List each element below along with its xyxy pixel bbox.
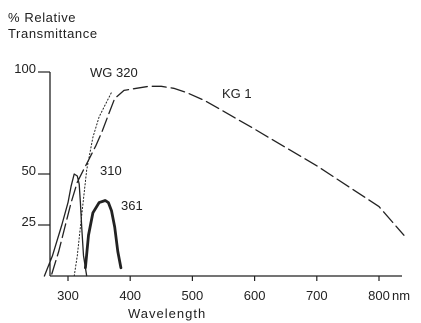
series-line-kg1 xyxy=(51,85,405,275)
x-tick-label: 300 xyxy=(57,288,79,303)
x-tick-label: 400 xyxy=(119,288,141,303)
series-line-361 xyxy=(84,199,123,270)
x-ticks: 300 400 500 600 700 800 xyxy=(57,276,390,303)
series-group xyxy=(43,85,405,277)
series-line-310 xyxy=(43,173,88,277)
y-axis-label-line1: % Relative xyxy=(8,10,76,25)
series-label-361: 361 xyxy=(121,198,143,213)
x-axis-unit: nm xyxy=(392,288,410,303)
series-label-kg1: KG 1 xyxy=(222,86,252,101)
x-tick-label: 600 xyxy=(244,288,266,303)
y-tick-label: 100 xyxy=(14,61,36,76)
series-label-310: 310 xyxy=(100,163,122,178)
x-tick-label: 800 xyxy=(368,288,390,303)
x-tick-label: 500 xyxy=(182,288,204,303)
x-axis-label: Wavelength xyxy=(128,306,206,321)
y-tick-label: 25 xyxy=(22,214,36,229)
y-ticks: 100 50 25 xyxy=(14,61,50,229)
y-tick-label: 50 xyxy=(22,163,36,178)
x-tick-label: 700 xyxy=(306,288,328,303)
series-label-wg320: WG 320 xyxy=(90,65,138,80)
series-line-wg320 xyxy=(73,91,112,277)
y-axis-label-line2: Transmittance xyxy=(8,26,98,41)
